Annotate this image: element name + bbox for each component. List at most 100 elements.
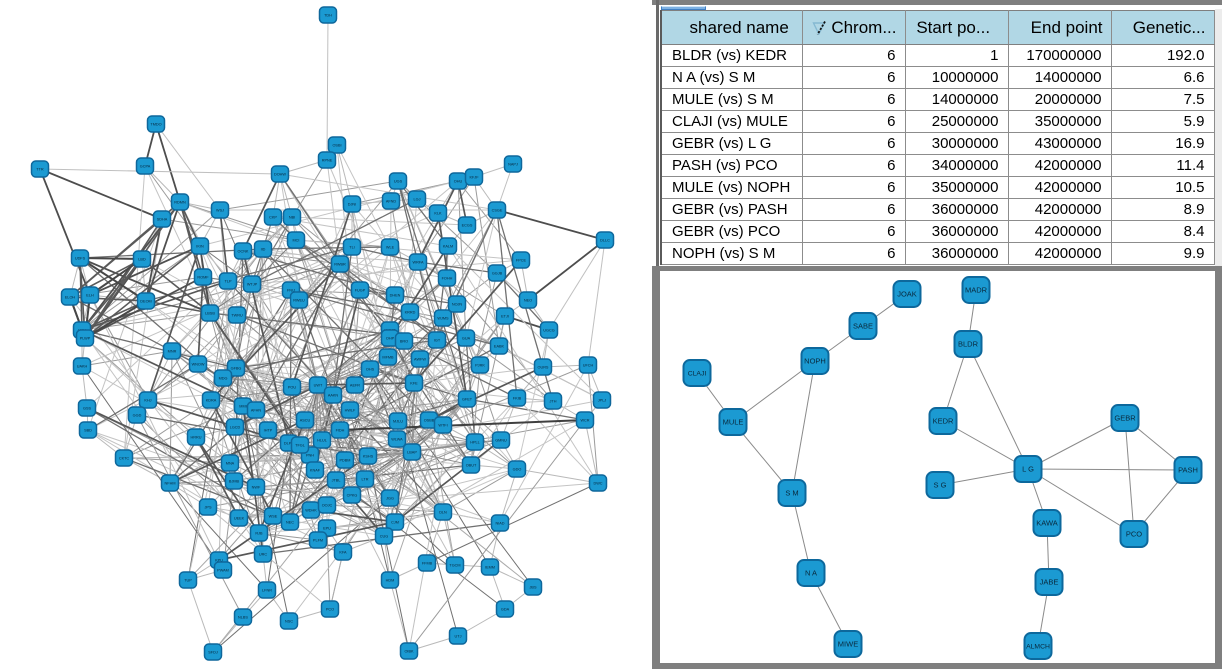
svg-text:IGT: IGT	[434, 339, 441, 343]
svg-text:CKP: CKP	[269, 216, 277, 220]
svg-text:CKTC: CKTC	[119, 457, 130, 461]
svg-text:HWLF: HWLF	[345, 409, 356, 413]
svg-text:GCPA: GCPA	[140, 165, 151, 169]
svg-text:DWC: DWC	[593, 482, 602, 486]
svg-text:UEEK: UEEK	[234, 517, 245, 521]
svg-text:CUG: CUG	[380, 535, 388, 539]
svg-text:L G: L G	[1022, 465, 1034, 474]
svg-text:MULE: MULE	[723, 418, 744, 427]
svg-text:WLWA: WLWA	[391, 438, 403, 442]
svg-text:GMNU: GMNU	[495, 439, 507, 443]
svg-text:ELOH: ELOH	[65, 296, 76, 300]
svg-text:TFGL: TFGL	[295, 444, 305, 448]
svg-text:WTFI: WTFI	[438, 424, 447, 428]
svg-text:AFND: AFND	[386, 200, 397, 204]
svg-text:GFET: GFET	[462, 398, 473, 402]
svg-text:PCO: PCO	[326, 608, 334, 612]
svg-text:WNOW: WNOW	[192, 363, 205, 367]
svg-text:IID: IID	[261, 248, 266, 252]
svg-text:JBS: JBS	[530, 586, 537, 590]
svg-text:JABE: JABE	[1040, 578, 1059, 587]
svg-text:KFA: KFA	[339, 551, 347, 555]
svg-text:UFCH: UFCH	[583, 364, 594, 368]
svg-text:GUA: GUA	[462, 337, 471, 341]
svg-text:S M: S M	[785, 489, 798, 498]
svg-text:PJRK: PJRK	[475, 364, 485, 368]
svg-text:ELH: ELH	[86, 294, 94, 298]
svg-text:PCO: PCO	[1126, 530, 1142, 539]
svg-text:NEC: NEC	[286, 521, 294, 525]
svg-text:NAPJ: NAPJ	[508, 163, 518, 167]
svg-text:FOHH: FOHH	[442, 277, 453, 281]
svg-text:EABK: EABK	[494, 345, 505, 349]
svg-text:LGJ: LGJ	[414, 198, 421, 202]
svg-text:MNA: MNA	[226, 462, 235, 466]
svg-text:ECGS: ECGS	[462, 224, 473, 228]
svg-text:RDMN: RDMN	[174, 201, 186, 205]
svg-text:BLDR: BLDR	[958, 340, 979, 349]
svg-text:RWBR: RWBR	[334, 263, 346, 267]
svg-text:IHTP: IHTP	[264, 429, 273, 433]
svg-text:UDFS: UDFS	[75, 257, 86, 261]
svg-text:WSJ: WSJ	[216, 209, 224, 213]
svg-text:JPLJ: JPLJ	[598, 399, 607, 403]
svg-text:LGCD: LGCD	[230, 426, 241, 430]
svg-text:JOAK: JOAK	[897, 290, 917, 299]
svg-text:POU: POU	[288, 386, 296, 390]
svg-text:AWFW: AWFW	[414, 358, 426, 362]
svg-text:SABE: SABE	[853, 322, 873, 331]
svg-text:MCI: MCI	[293, 239, 300, 243]
svg-text:KRRD: KRRD	[405, 311, 416, 315]
svg-text:NWF: NWF	[252, 486, 261, 490]
svg-text:TDH: TDH	[324, 14, 332, 18]
svg-text:NOJN: NOJN	[452, 303, 463, 307]
svg-text:MADR: MADR	[965, 286, 988, 295]
svg-text:OIBK: OIBK	[404, 650, 414, 654]
svg-text:NSC: NSC	[285, 620, 293, 624]
svg-text:TTR: TTR	[36, 168, 44, 172]
svg-text:JGG: JGG	[386, 497, 394, 501]
svg-text:OHU: OHU	[454, 180, 463, 184]
svg-text:OURS: OURS	[538, 366, 549, 370]
svg-text:KFJF: KFJF	[469, 176, 479, 180]
svg-text:KPU: KPU	[215, 559, 223, 563]
svg-text:FNIJ: FNIJ	[287, 289, 295, 293]
svg-text:DOHW: DOHW	[274, 173, 286, 177]
svg-text:NOPH: NOPH	[804, 357, 826, 366]
svg-text:BJMB: BJMB	[229, 480, 240, 484]
svg-text:UGCG: UGCG	[543, 329, 554, 333]
svg-text:TLP: TLP	[225, 280, 232, 284]
svg-text:NLBS: NLBS	[238, 616, 248, 620]
svg-text:WTJP: WTJP	[247, 283, 258, 287]
svg-text:DLPH: DLPH	[284, 442, 294, 446]
svg-text:KSHS: KSHS	[363, 455, 374, 459]
svg-text:OSBI: OSBI	[332, 144, 341, 148]
svg-text:NBI: NBI	[289, 216, 295, 220]
svg-text:MIWE: MIWE	[838, 640, 858, 649]
svg-text:PLWP: PLWP	[80, 337, 91, 341]
svg-text:OSBB: OSBB	[424, 419, 435, 423]
svg-text:WDHK: WDHK	[305, 509, 317, 513]
svg-text:PNH: PNH	[306, 454, 314, 458]
svg-text:HPLL: HPLL	[470, 441, 480, 445]
svg-text:LTR: LTR	[362, 478, 369, 482]
svg-text:NIAD: NIAD	[495, 522, 504, 526]
svg-text:LFNR: LFNR	[262, 589, 272, 593]
svg-text:CPKG: CPKG	[347, 494, 358, 498]
svg-text:KLK: KLK	[434, 212, 442, 216]
svg-text:EPU: EPU	[323, 527, 331, 531]
svg-text:WSE: WSE	[269, 515, 278, 519]
svg-text:KFE: KFE	[410, 382, 418, 386]
svg-text:FFMB: FFMB	[422, 562, 433, 566]
svg-text:LBD: LBD	[138, 258, 146, 262]
svg-text:DLLC: DLLC	[600, 239, 610, 243]
svg-text:MFMB: MFMB	[382, 356, 394, 360]
svg-text:ROMF: ROMF	[197, 276, 209, 280]
svg-text:SFDJ: SFDJ	[208, 651, 218, 655]
svg-text:SBD: SBD	[84, 429, 92, 433]
svg-text:UWT: UWT	[314, 384, 323, 388]
svg-text:ASCU: ASCU	[300, 419, 311, 423]
svg-text:JPS: JPS	[205, 506, 212, 510]
svg-text:ALMCH: ALMCH	[1026, 644, 1050, 651]
svg-text:GGD: GGD	[133, 414, 142, 418]
